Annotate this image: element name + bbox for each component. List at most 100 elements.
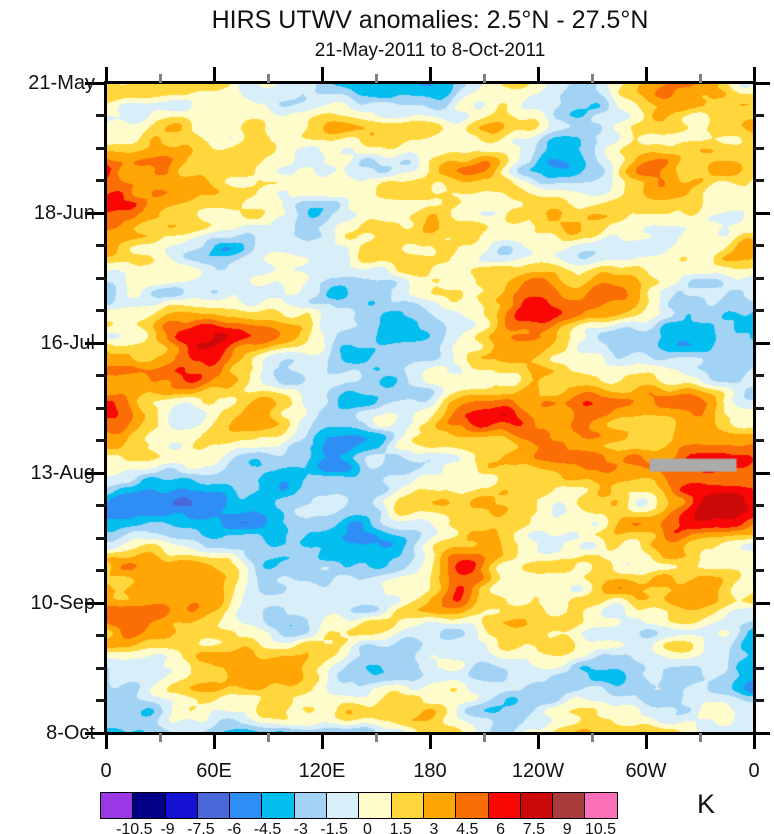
x-tick-label: 0: [748, 760, 760, 782]
minor-tick: [96, 374, 106, 377]
minor-tick: [754, 634, 764, 637]
major-tick: [212, 67, 216, 83]
colorbar-boundary-label: -1.5: [320, 821, 348, 834]
minor-tick: [374, 733, 378, 742]
minor-tick: [266, 733, 270, 742]
major-tick: [104, 67, 108, 83]
minor-tick: [754, 309, 764, 312]
minor-tick: [374, 74, 378, 83]
minor-tick: [96, 276, 106, 280]
colorbar-boundary-label: 1.5: [389, 821, 412, 834]
colorbar-boundary-label: 4.5: [456, 821, 479, 834]
minor-tick: [754, 374, 764, 377]
y-tick-label: 18-Jun: [33, 202, 95, 224]
colorbar-cell: [293, 792, 328, 819]
major-tick: [428, 67, 432, 83]
colorbar-cell: [132, 792, 166, 819]
colorbar-cell: [487, 792, 521, 819]
x-tick-label: 180: [413, 760, 447, 782]
minor-tick: [96, 634, 106, 637]
minor-tick: [96, 504, 106, 507]
minor-tick: [96, 179, 106, 182]
colorbar-cell: [455, 792, 489, 819]
colorbar-cell: [552, 792, 586, 819]
minor-tick: [754, 276, 764, 280]
major-tick: [754, 81, 770, 85]
y-tick-label: 21-May: [28, 72, 95, 94]
minor-tick: [96, 699, 106, 702]
colorbar-cell: [261, 792, 295, 819]
colorbar-cell: [326, 792, 360, 819]
minor-tick: [754, 699, 764, 702]
major-tick: [536, 67, 540, 83]
major-tick: [104, 733, 108, 749]
major-tick: [85, 731, 106, 735]
colorbar-boundary-label: 6: [496, 821, 506, 834]
colorbar-cell: [164, 792, 198, 819]
colorbar-boundary-label: 7.5: [522, 821, 546, 834]
major-tick: [428, 733, 432, 749]
major-tick: [320, 67, 324, 83]
minor-tick: [96, 114, 106, 117]
colorbar-unit-label: K: [696, 789, 715, 819]
colorbar-boundary-label: 9: [562, 821, 572, 834]
minor-tick: [96, 569, 106, 572]
y-tick-label: 8-Oct: [46, 722, 95, 744]
colorbar-cell: [422, 792, 457, 819]
major-tick: [212, 733, 216, 749]
colorbar-boundary-label: -4.5: [253, 821, 282, 834]
minor-tick: [266, 74, 270, 83]
colorbar-boundary-label: 10.5: [584, 821, 617, 834]
minor-tick: [754, 536, 764, 540]
minor-tick: [754, 146, 764, 150]
colorbar-cell: [358, 792, 392, 819]
major-tick: [85, 211, 106, 215]
minor-tick: [96, 309, 106, 312]
colorbar-boundary-label: 0: [362, 821, 372, 834]
minor-tick: [96, 666, 106, 670]
major-tick: [752, 67, 756, 83]
minor-tick: [754, 406, 764, 410]
minor-tick: [698, 733, 702, 742]
major-tick: [536, 733, 540, 749]
colorbar-cell: [229, 792, 263, 819]
minor-tick: [96, 146, 106, 150]
colorbar-boundary-label: -6: [227, 821, 242, 834]
y-tick-label: 10-Sep: [30, 592, 96, 614]
minor-tick: [754, 179, 764, 182]
major-tick: [644, 733, 648, 749]
major-tick: [754, 601, 770, 605]
x-tick-label: 120W: [511, 760, 565, 782]
chart-title: HIRS UTWV anomalies: 2.5°N - 27.5°N: [211, 6, 649, 34]
y-tick-label: 16-Jul: [40, 332, 95, 354]
minor-tick: [698, 74, 702, 83]
major-tick: [85, 471, 106, 475]
minor-tick: [754, 569, 764, 572]
x-tick-label: 60W: [625, 760, 667, 782]
anomaly-heatmap-canvas: [106, 83, 754, 733]
colorbar-boundary-label: 3: [429, 821, 439, 834]
x-tick-label: 0: [100, 760, 112, 782]
colorbar-cell: [390, 792, 424, 819]
x-tick-label: 60E: [196, 760, 232, 782]
minor-tick: [482, 733, 486, 742]
major-tick: [752, 733, 756, 749]
major-tick: [85, 341, 106, 345]
minor-tick: [754, 114, 764, 117]
minor-tick: [96, 536, 106, 540]
colorbar-cell: [100, 792, 134, 819]
x-tick-label: 120E: [298, 760, 346, 782]
colorbar-boundary-label: -7.5: [187, 821, 215, 834]
major-tick: [754, 731, 770, 735]
minor-tick: [96, 406, 106, 410]
colorbar-cell: [584, 792, 618, 819]
colorbar-boundary-label: -10.5: [116, 821, 153, 834]
minor-tick: [590, 74, 594, 83]
colorbar-boundary-label: -3: [293, 821, 308, 834]
colorbar-cell: [196, 792, 231, 819]
minor-tick: [158, 733, 162, 742]
minor-tick: [754, 666, 764, 670]
y-tick-label: 13-Aug: [30, 462, 96, 484]
major-tick: [754, 211, 770, 215]
